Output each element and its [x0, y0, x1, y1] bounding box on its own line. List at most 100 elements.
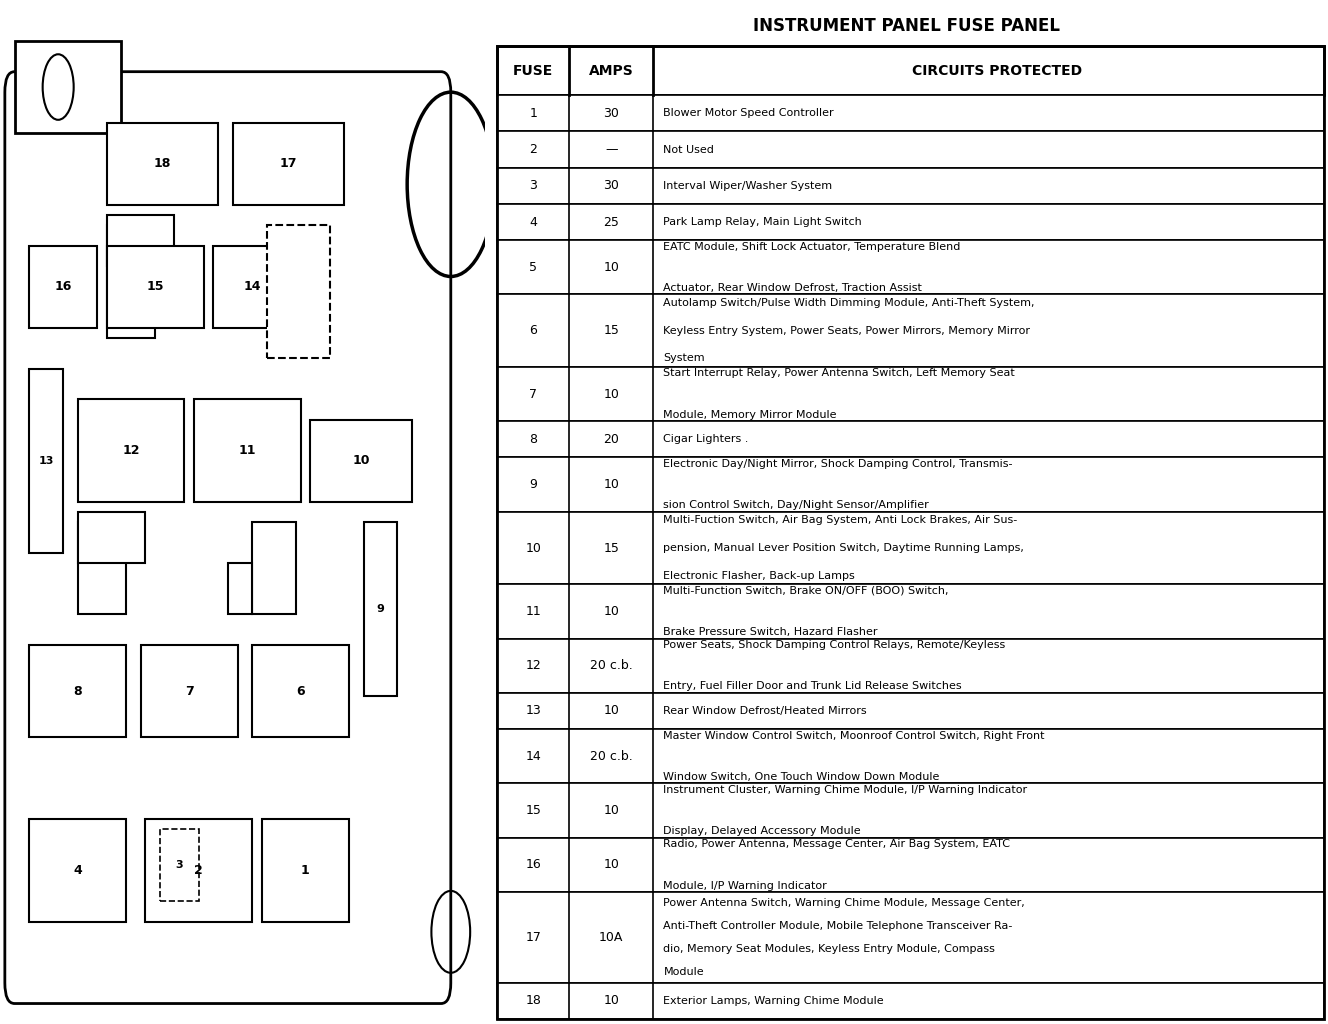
Text: 5: 5	[530, 261, 538, 273]
Text: 3: 3	[530, 179, 537, 193]
Text: Electronic Day/Night Mirror, Shock Damping Control, Transmis-: Electronic Day/Night Mirror, Shock Dampi…	[664, 459, 1013, 469]
Text: 10: 10	[603, 387, 619, 400]
Bar	[498, 729, 1324, 783]
Text: 1: 1	[301, 864, 309, 877]
Bar	[498, 585, 1324, 639]
Text: 10: 10	[603, 804, 619, 817]
Text: 13: 13	[526, 705, 540, 718]
Bar	[106, 215, 174, 266]
Text: sion Control Switch, Day/Night Sensor/Amplifier: sion Control Switch, Day/Night Sensor/Am…	[664, 501, 930, 510]
Text: 9: 9	[530, 478, 537, 492]
Text: 10: 10	[526, 542, 540, 555]
Text: Anti-Theft Controller Module, Mobile Telephone Transceiver Ra-: Anti-Theft Controller Module, Mobile Tel…	[664, 921, 1013, 931]
Text: System: System	[664, 353, 705, 364]
Text: Radio, Power Antenna, Message Center, Air Bag System, EATC: Radio, Power Antenna, Message Center, Ai…	[664, 840, 1011, 849]
Text: 16: 16	[526, 858, 540, 871]
Text: 20 c.b.: 20 c.b.	[590, 659, 632, 672]
Bar	[498, 168, 1324, 204]
Bar	[77, 522, 126, 614]
Bar	[498, 639, 1324, 693]
Text: Module, Memory Mirror Module: Module, Memory Mirror Module	[664, 410, 837, 420]
Text: 11: 11	[239, 444, 256, 457]
Bar	[262, 819, 349, 922]
Text: EATC Module, Shift Lock Actuator, Temperature Blend: EATC Module, Shift Lock Actuator, Temper…	[664, 242, 961, 252]
Text: Display, Delayed Accessory Module: Display, Delayed Accessory Module	[664, 826, 861, 837]
Text: 14: 14	[243, 281, 260, 293]
Text: 7: 7	[530, 387, 538, 400]
Bar	[29, 246, 97, 328]
Bar	[498, 783, 1324, 838]
Bar	[106, 225, 155, 338]
Text: 10: 10	[603, 478, 619, 492]
Text: Module, I/P Warning Indicator: Module, I/P Warning Indicator	[664, 881, 827, 891]
Text: 1: 1	[530, 106, 537, 120]
Text: 7: 7	[185, 685, 194, 697]
Text: 30: 30	[603, 179, 619, 193]
Text: Entry, Fuel Filler Door and Trunk Lid Release Switches: Entry, Fuel Filler Door and Trunk Lid Re…	[664, 681, 961, 691]
Bar	[29, 819, 126, 922]
Bar	[498, 838, 1324, 892]
Text: 30: 30	[603, 106, 619, 120]
Text: 10: 10	[603, 261, 619, 273]
Text: 15: 15	[603, 542, 619, 555]
Text: Cigar Lighters .: Cigar Lighters .	[664, 434, 749, 444]
Text: 2: 2	[530, 143, 537, 156]
Text: 2: 2	[194, 864, 203, 877]
Text: 8: 8	[73, 685, 82, 697]
Text: 10: 10	[603, 994, 619, 1008]
Text: 20: 20	[603, 433, 619, 445]
Bar	[214, 246, 291, 328]
Text: 6: 6	[530, 325, 537, 337]
Text: 17: 17	[526, 931, 540, 944]
Bar	[252, 522, 296, 614]
Text: Actuator, Rear Window Defrost, Traction Assist: Actuator, Rear Window Defrost, Traction …	[664, 283, 923, 293]
Bar	[29, 645, 126, 737]
Text: FUSE: FUSE	[513, 63, 554, 78]
Text: 25: 25	[603, 215, 619, 228]
Text: 18: 18	[154, 158, 171, 170]
Text: Master Window Control Switch, Moonroof Control Switch, Right Front: Master Window Control Switch, Moonroof C…	[664, 731, 1045, 740]
Text: Start Interrupt Relay, Power Antenna Switch, Left Memory Seat: Start Interrupt Relay, Power Antenna Swi…	[664, 369, 1015, 379]
Bar	[498, 693, 1324, 729]
Text: 17: 17	[280, 158, 297, 170]
Text: Not Used: Not Used	[664, 144, 714, 155]
Text: AMPS: AMPS	[588, 63, 633, 78]
Text: 15: 15	[146, 281, 163, 293]
Text: Interval Wiper/Washer System: Interval Wiper/Washer System	[664, 181, 833, 190]
Bar	[498, 458, 1324, 512]
Text: 13: 13	[39, 456, 53, 466]
Text: 15: 15	[526, 804, 540, 817]
Text: Rear Window Defrost/Heated Mirrors: Rear Window Defrost/Heated Mirrors	[664, 706, 867, 716]
Bar	[77, 399, 185, 502]
Bar	[498, 367, 1324, 421]
Text: 9: 9	[377, 604, 384, 614]
Text: 14: 14	[526, 750, 540, 763]
Text: 3: 3	[175, 860, 183, 870]
FancyBboxPatch shape	[5, 72, 450, 1004]
Bar	[77, 512, 146, 563]
Text: 10: 10	[603, 605, 619, 617]
Text: Instrument Cluster, Warning Chime Module, I/P Warning Indicator: Instrument Cluster, Warning Chime Module…	[664, 785, 1028, 795]
Bar	[311, 420, 412, 502]
Text: Brake Pressure Switch, Hazard Flasher: Brake Pressure Switch, Hazard Flasher	[664, 627, 878, 637]
Bar	[498, 512, 1324, 585]
Text: Power Seats, Shock Damping Control Relays, Remote/Keyless: Power Seats, Shock Damping Control Relay…	[664, 640, 1005, 650]
Text: 12: 12	[526, 659, 540, 672]
Text: Exterior Lamps, Warning Chime Module: Exterior Lamps, Warning Chime Module	[664, 995, 884, 1006]
Text: INSTRUMENT PANEL FUSE PANEL: INSTRUMENT PANEL FUSE PANEL	[753, 16, 1060, 35]
Text: pension, Manual Lever Position Switch, Daytime Running Lamps,: pension, Manual Lever Position Switch, D…	[664, 543, 1024, 553]
Text: CIRCUITS PROTECTED: CIRCUITS PROTECTED	[912, 63, 1082, 78]
Bar	[498, 46, 1324, 95]
Bar	[228, 563, 252, 614]
Text: Power Antenna Switch, Warning Chime Module, Message Center,: Power Antenna Switch, Warning Chime Modu…	[664, 898, 1025, 908]
Bar	[498, 131, 1324, 168]
Text: 6: 6	[296, 685, 305, 697]
Text: 10A: 10A	[599, 931, 623, 944]
Text: 12: 12	[122, 444, 139, 457]
Text: 16: 16	[54, 281, 72, 293]
Text: Autolamp Switch/Pulse Width Dimming Module, Anti-Theft System,: Autolamp Switch/Pulse Width Dimming Modu…	[664, 298, 1035, 308]
Text: 4: 4	[530, 215, 537, 228]
Bar	[498, 95, 1324, 131]
Text: Blower Motor Speed Controller: Blower Motor Speed Controller	[664, 109, 834, 119]
Bar	[232, 123, 344, 205]
